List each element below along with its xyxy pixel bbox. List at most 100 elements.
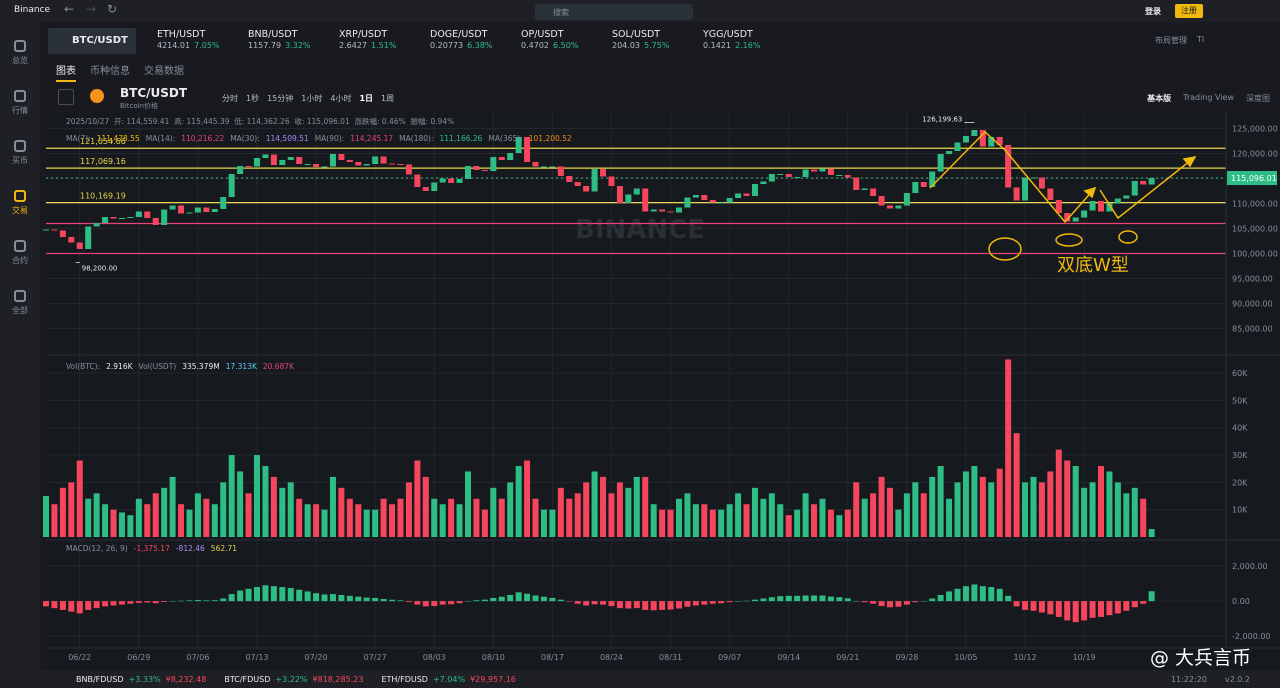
ticker[interactable]: XRP/USDT 2.6427 1.51% bbox=[339, 29, 430, 52]
sidebar: 总览行情买币交易合约全部 bbox=[0, 22, 40, 688]
candle bbox=[549, 166, 556, 168]
volume-bar bbox=[1148, 529, 1155, 537]
macd-bar bbox=[1098, 601, 1104, 617]
interval[interactable]: 15分钟 bbox=[267, 94, 294, 103]
ticker-row: 0.4702 6.50% bbox=[521, 40, 612, 52]
volume-bar bbox=[465, 471, 471, 537]
volume-bar bbox=[152, 493, 159, 537]
volume-bar bbox=[827, 509, 834, 537]
volume-bar bbox=[76, 460, 83, 537]
macd-bar bbox=[1123, 601, 1130, 611]
nav-forward[interactable]: → bbox=[86, 2, 97, 16]
tab[interactable]: 币种信息 bbox=[90, 66, 130, 77]
candle bbox=[1081, 210, 1088, 218]
macd-bar bbox=[692, 601, 699, 606]
footer-item[interactable]: BNB/FDUSD +3.33% ¥8,232.48 bbox=[76, 675, 206, 684]
volume-bar bbox=[1064, 460, 1071, 537]
macd-bar bbox=[642, 601, 649, 610]
view[interactable]: Trading View bbox=[1183, 93, 1234, 102]
volume-bar bbox=[887, 487, 893, 537]
candle bbox=[1055, 200, 1062, 213]
candle bbox=[118, 218, 125, 219]
macd-bar bbox=[211, 600, 218, 602]
favorite[interactable] bbox=[58, 89, 74, 105]
tool[interactable]: TI bbox=[1197, 35, 1205, 44]
ticker-price: 0.20773 bbox=[430, 40, 464, 50]
ticker-row: 204.03 5.75% bbox=[612, 40, 703, 52]
active-pair-tab[interactable]: BTC/USDT bbox=[48, 28, 136, 54]
register[interactable]: 注册 bbox=[1175, 4, 1203, 18]
x-tick-label: 09/21 bbox=[836, 653, 859, 662]
candle bbox=[397, 164, 404, 165]
side-item[interactable]: 全部 bbox=[0, 290, 40, 316]
nav-back[interactable]: ← bbox=[64, 2, 75, 16]
side-item[interactable]: 合约 bbox=[0, 240, 40, 266]
side-label: 全部 bbox=[12, 306, 28, 315]
macd-bar bbox=[946, 591, 953, 602]
search-box[interactable]: 搜索 bbox=[535, 4, 693, 20]
tab[interactable]: 图表 bbox=[56, 62, 76, 82]
macd-bar bbox=[566, 601, 573, 602]
candle bbox=[650, 209, 657, 212]
side-item[interactable]: 买币 bbox=[0, 140, 40, 166]
tool[interactable]: 布局管理 bbox=[1155, 36, 1187, 45]
candle bbox=[836, 175, 843, 176]
volume-bar bbox=[532, 498, 539, 537]
volume-bar bbox=[1089, 482, 1096, 537]
ticker[interactable]: OP/USDT 0.4702 6.50% bbox=[521, 29, 612, 52]
ticker-price: 1157.79 bbox=[248, 40, 282, 50]
symbol-subtitle: Bitcoin价格 bbox=[120, 102, 159, 110]
macd-bar bbox=[363, 597, 370, 602]
footer-item[interactable]: ETH/FDUSD +7.04% ¥29,957.16 bbox=[381, 675, 515, 684]
macd-bar bbox=[59, 601, 66, 610]
interval[interactable]: 1小时 bbox=[301, 94, 323, 103]
macd-bar bbox=[186, 600, 193, 602]
ticker[interactable]: BNB/USDT 1157.79 3.32% bbox=[248, 29, 339, 52]
candle bbox=[718, 202, 725, 204]
top-bar: Binance ← → ↻ 搜索 登录 注册 bbox=[0, 0, 1280, 22]
candle bbox=[946, 151, 953, 154]
volume-bar bbox=[186, 509, 193, 537]
side-item[interactable]: 交易 bbox=[0, 190, 40, 216]
interval[interactable]: 1周 bbox=[381, 94, 395, 103]
candle bbox=[135, 211, 142, 217]
macd-bar bbox=[827, 596, 834, 602]
reload[interactable]: ↻ bbox=[107, 2, 118, 16]
macd-bar bbox=[726, 601, 733, 603]
ticker[interactable]: DOGE/USDT 0.20773 6.38% bbox=[430, 29, 521, 52]
macd-bar bbox=[456, 601, 463, 604]
volume-bar bbox=[1005, 359, 1012, 537]
macd-bar bbox=[144, 601, 151, 603]
candle bbox=[296, 157, 303, 164]
interval[interactable]: 1日 bbox=[359, 94, 374, 103]
ticker[interactable]: ETH/USDT 4214.01 7.05% bbox=[157, 29, 248, 52]
ticker[interactable]: YGG/USDT 0.1421 2.16% bbox=[703, 29, 794, 52]
interval[interactable]: 1秒 bbox=[246, 94, 260, 103]
volume-bar bbox=[709, 509, 716, 537]
macd-bar bbox=[431, 601, 438, 607]
view[interactable]: 深度图 bbox=[1246, 94, 1270, 103]
candle bbox=[870, 188, 877, 196]
candle bbox=[203, 207, 210, 212]
symbol[interactable]: BTC/USDT bbox=[120, 86, 188, 100]
ticker[interactable]: SOL/USDT 204.03 5.75% bbox=[612, 29, 703, 52]
interval[interactable]: 4小时 bbox=[330, 94, 352, 103]
tab[interactable]: 交易数据 bbox=[144, 66, 184, 77]
volume-bar bbox=[718, 509, 725, 537]
view[interactable]: 基本版 bbox=[1147, 94, 1172, 103]
legend-value: 562.71 bbox=[210, 544, 238, 553]
side-item[interactable]: 行情 bbox=[0, 90, 40, 116]
side-item[interactable]: 总览 bbox=[0, 40, 40, 66]
candle bbox=[962, 136, 969, 143]
x-tick-label: 10/05 bbox=[954, 653, 977, 662]
y-tick-label: 90,000.00 bbox=[1232, 300, 1273, 309]
footer-item[interactable]: BTC/FDUSD +3.22% ¥818,285.23 bbox=[224, 675, 363, 684]
login[interactable]: 登录 bbox=[1145, 7, 1161, 16]
macd-bar bbox=[355, 596, 362, 602]
interval[interactable]: 分时 bbox=[222, 94, 238, 103]
macd-bar bbox=[389, 599, 396, 602]
macd-bar bbox=[709, 601, 716, 604]
x-tick-label: 10/19 bbox=[1073, 653, 1096, 662]
brand: Binance bbox=[14, 5, 51, 15]
